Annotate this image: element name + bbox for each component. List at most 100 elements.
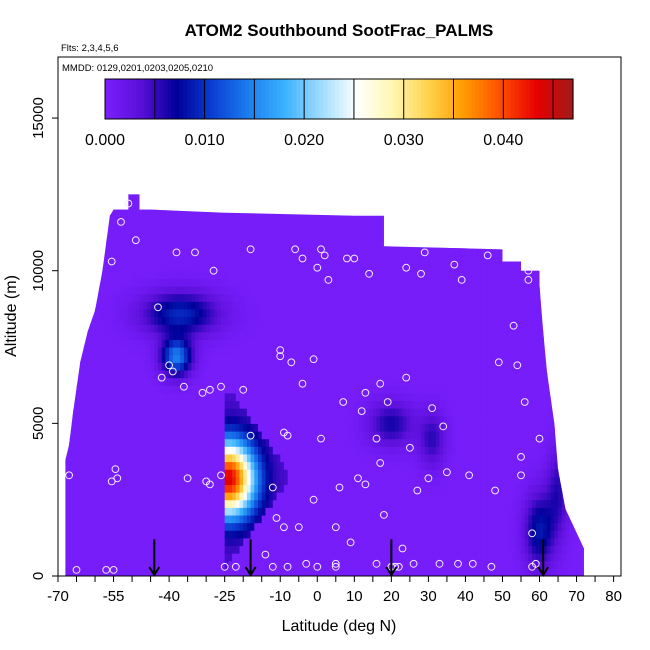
heatmap-cell: [117, 331, 122, 340]
heatmap-cell: [291, 438, 296, 447]
heatmap-cell: [95, 492, 100, 501]
heatmap-cell: [102, 263, 107, 272]
heatmap-cell: [395, 446, 400, 455]
heatmap-cell: [169, 408, 174, 417]
heatmap-cell: [320, 362, 326, 371]
heatmap-cell: [309, 308, 315, 318]
heatmap-cell: [380, 484, 385, 493]
heatmap-cell: [220, 392, 226, 402]
heatmap-cell: [283, 553, 289, 562]
heatmap-cell: [361, 499, 367, 508]
heatmap-cell: [228, 240, 233, 249]
heatmap-cell: [261, 270, 267, 279]
heatmap-cell: [369, 270, 374, 279]
heatmap-cell: [383, 461, 389, 470]
heatmap-cell: [202, 232, 207, 241]
heatmap-cell: [332, 255, 337, 264]
heatmap-cell: [346, 553, 352, 562]
heatmap-cell: [391, 545, 396, 554]
heatmap-cell: [239, 339, 244, 348]
heatmap-cell: [409, 537, 415, 547]
heatmap-cell: [150, 446, 155, 455]
heatmap-cell: [402, 507, 407, 516]
heatmap-cell: [109, 301, 115, 310]
heatmap-cell: [332, 530, 337, 539]
heatmap-cell: [213, 255, 218, 264]
heatmap-cell: [150, 484, 155, 493]
heatmap-cell: [332, 354, 337, 363]
heatmap-cell: [124, 240, 129, 249]
heatmap-cell: [169, 446, 174, 455]
heatmap-cell: [335, 369, 341, 379]
heatmap-cell: [313, 293, 318, 302]
heatmap-cell: [250, 354, 255, 363]
heatmap-cell: [258, 430, 263, 440]
heatmap-cell: [258, 484, 263, 493]
heatmap-cell: [217, 331, 222, 340]
heatmap-cell: [124, 224, 129, 234]
heatmap-cell: [291, 308, 296, 318]
heatmap-cell: [220, 545, 226, 554]
heatmap-cell: [109, 331, 115, 340]
heatmap-cell: [235, 308, 241, 318]
heatmap-cell: [106, 469, 111, 478]
heatmap-cell: [243, 400, 248, 409]
heatmap-cell: [139, 247, 144, 257]
heatmap-cell: [391, 484, 396, 493]
heatmap-cell: [287, 484, 292, 493]
heatmap-cell: [372, 377, 378, 386]
heatmap-cell: [395, 347, 400, 356]
heatmap-cell: [91, 347, 96, 356]
heatmap-cell: [195, 430, 200, 440]
heatmap-cell: [132, 461, 137, 470]
heatmap-cell: [206, 522, 211, 531]
heatmap-cell: [220, 438, 226, 447]
heatmap-cell: [276, 537, 281, 547]
heatmap-cell: [346, 285, 352, 295]
heatmap-cell: [246, 469, 252, 478]
heatmap-cell: [106, 377, 111, 386]
heatmap-cell: [180, 217, 185, 226]
heatmap-cell: [287, 430, 292, 440]
heatmap-cell: [76, 446, 81, 455]
heatmap-cell: [217, 453, 222, 463]
heatmap-cell: [309, 484, 315, 493]
heatmap-cell: [206, 553, 211, 562]
heatmap-cell: [209, 316, 215, 325]
heatmap-cell: [165, 568, 170, 576]
heatmap-cell: [246, 438, 252, 447]
heatmap-cell: [335, 499, 341, 508]
heatmap-cell: [361, 270, 367, 279]
heatmap-cell: [117, 217, 122, 226]
heatmap-cell: [395, 438, 400, 447]
heatmap-cell: [372, 461, 378, 470]
heatmap-cell: [146, 537, 152, 547]
heatmap-cell: [291, 392, 296, 402]
heatmap-cell: [83, 339, 89, 348]
heatmap-cell: [191, 408, 196, 417]
heatmap-cell: [298, 347, 304, 356]
heatmap-cell: [287, 423, 292, 432]
heatmap-cell: [309, 385, 315, 394]
heatmap-cell: [239, 324, 244, 333]
heatmap-cell: [109, 369, 115, 379]
heatmap-cell: [291, 507, 296, 516]
heatmap-cell: [72, 476, 78, 486]
heatmap-cell: [124, 553, 129, 562]
heatmap-cell: [169, 514, 174, 524]
heatmap-cell: [191, 522, 196, 531]
heatmap-cell: [228, 369, 233, 379]
heatmap-cell: [402, 537, 407, 547]
heatmap-cell: [195, 469, 200, 478]
heatmap-cell: [261, 568, 267, 576]
heatmap-cell: [235, 568, 241, 576]
heatmap-cell: [332, 461, 337, 470]
heatmap-cell: [391, 255, 396, 264]
heatmap-cell: [302, 514, 307, 524]
heatmap-cell: [217, 507, 222, 516]
heatmap-cell: [224, 408, 229, 417]
heatmap-cell: [339, 492, 344, 501]
heatmap-cell: [154, 484, 159, 493]
heatmap-cell: [317, 385, 322, 394]
heatmap-cell: [150, 209, 155, 218]
